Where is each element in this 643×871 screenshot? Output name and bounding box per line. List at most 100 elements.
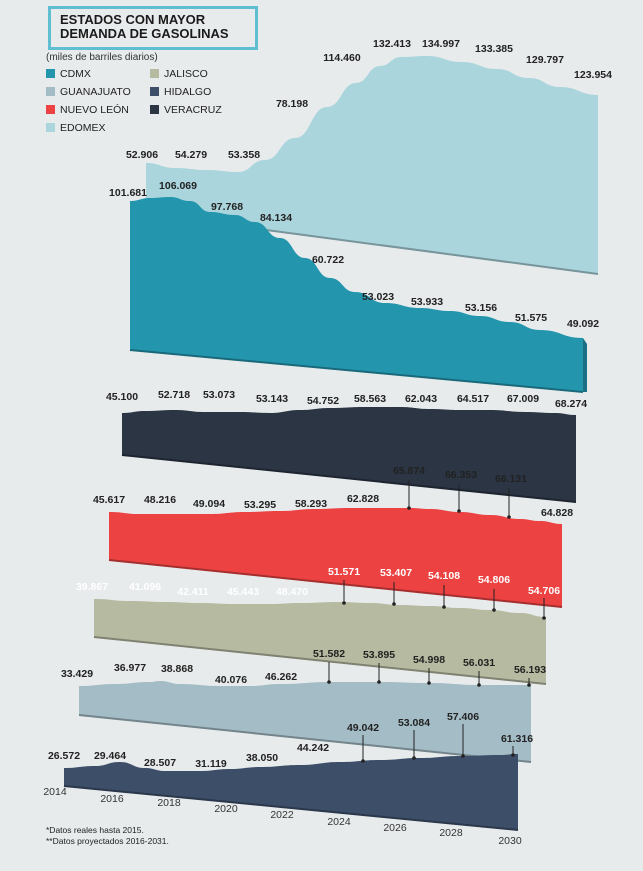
area-edge-guanajuato	[78, 714, 532, 763]
data-label: 53.295	[244, 499, 276, 511]
data-label: 49.042	[347, 722, 379, 734]
area-edge-nuevo-leon	[108, 559, 563, 608]
data-label: 53.933	[411, 296, 443, 308]
legend-item-veracruz: VERACRUZ	[150, 104, 222, 116]
series-guanajuato: 33.429 36.977 38.868 40.076 46.262 51.582 53.8…	[61, 648, 546, 763]
data-label: 106.069	[159, 180, 197, 192]
leader-dot	[377, 680, 381, 684]
legend-label: CDMX	[60, 68, 91, 80]
leader-dot	[442, 605, 446, 609]
leader-dot	[477, 683, 481, 687]
chart-title-line2: DEMANDA DE GASOLINAS	[60, 26, 229, 41]
data-label: 129.797	[526, 54, 564, 66]
legend-swatch	[150, 69, 159, 78]
data-label: 62.828	[347, 493, 379, 505]
data-label: 53.156	[465, 302, 497, 314]
x-tick-label: 2024	[327, 816, 351, 828]
footnote-real: *Datos reales hasta 2015.	[46, 825, 144, 835]
legend-item-hidalgo: HIDALGO	[150, 86, 211, 98]
data-label: 61.316	[501, 733, 533, 745]
data-label: 53.084	[398, 717, 430, 729]
leader-dot	[511, 753, 515, 757]
leader-dot	[461, 754, 465, 758]
legend-swatch	[46, 69, 55, 78]
data-label: 84.134	[260, 212, 292, 224]
data-label: 53.358	[228, 149, 260, 161]
x-tick-label: 2020	[214, 803, 238, 815]
legend-item-guanajuato: GUANAJUATO	[46, 86, 131, 98]
leader-dot	[392, 602, 396, 606]
area-veracruz	[122, 407, 576, 502]
legend-item-cdmx: CDMX	[46, 68, 91, 80]
leader-dot	[327, 680, 331, 684]
chart-subtitle: (miles de barriles diarios)	[46, 52, 158, 63]
data-label: 132.413	[373, 38, 411, 50]
legend-swatch	[46, 105, 55, 114]
data-label: 54.108	[428, 570, 460, 582]
area-hidalgo	[64, 754, 518, 830]
data-label: 58.293	[295, 498, 327, 510]
data-label: 49.092	[567, 318, 599, 330]
data-label: 53.073	[203, 389, 235, 401]
leader-dot	[361, 759, 365, 763]
area-cdmx	[130, 197, 583, 392]
data-label: 46.262	[265, 671, 297, 683]
data-label: 33.429	[61, 668, 93, 680]
data-label: 51.582	[313, 648, 345, 660]
data-label: 78.198	[276, 98, 308, 110]
chart-title-box: ESTADOS CON MAYOR DEMANDA DE GASOLINAS	[48, 6, 258, 50]
data-label: 53.143	[256, 393, 288, 405]
data-label: 66.131	[495, 473, 527, 485]
legend-label: EDOMEX	[60, 122, 106, 134]
leader-dot	[342, 601, 346, 605]
data-label: 31.119	[195, 758, 227, 770]
area-side-cdmx	[583, 338, 587, 392]
area-nuevo-leon	[109, 508, 562, 607]
x-tick-label: 2018	[157, 797, 181, 809]
series-veracruz: 45.100 52.718 53.073 53.143 54.752 58.563 62.0…	[106, 389, 587, 503]
legend-swatch	[150, 105, 159, 114]
leader-dot	[407, 506, 411, 510]
series-cdmx: 101.681 106.069 97.768 84.134 60.722 53.023 53…	[109, 180, 599, 393]
data-label: 40.076	[215, 674, 247, 686]
data-label: 133.385	[475, 43, 513, 55]
data-label: 67.009	[507, 393, 539, 405]
data-label: 54.752	[307, 395, 339, 407]
data-label: 57.406	[447, 711, 479, 723]
area-guanajuato	[79, 681, 531, 762]
leader-dot	[542, 616, 546, 620]
data-label: 41.096	[129, 581, 161, 593]
data-label: 45.617	[93, 494, 125, 506]
footnotes: *Datos reales hasta 2015. **Datos proyec…	[46, 825, 169, 847]
data-label: 28.507	[144, 757, 176, 769]
data-label: 134.997	[422, 38, 460, 50]
legend-item-jalisco: JALISCO	[150, 68, 208, 80]
data-label: 45.100	[106, 391, 138, 403]
x-axis: 2014 2016 2018 2020 2022 2024 2026 2028 2030	[43, 786, 522, 847]
area-edge-veracruz	[121, 454, 577, 503]
x-tick-label: 2028	[439, 827, 463, 839]
data-label: 26.572	[48, 750, 80, 762]
data-label: 48.216	[144, 494, 176, 506]
legend-item-edomex: EDOMEX	[46, 122, 106, 134]
data-label: 64.517	[457, 393, 489, 405]
data-label: 114.460	[323, 52, 361, 64]
data-label: 53.407	[380, 567, 412, 579]
area-edge-cdmx	[129, 349, 584, 393]
x-tick-label: 2026	[383, 822, 407, 834]
legend-swatch	[46, 87, 55, 96]
series-hidalgo: 26.572 29.464 28.507 31.119 38.050 44.242 49.0…	[48, 711, 533, 831]
legend-label: JALISCO	[164, 68, 208, 80]
data-label: 49.094	[193, 498, 225, 510]
data-label: 39.867	[76, 581, 108, 593]
area-jalisco	[94, 599, 546, 684]
leader-dot	[492, 608, 496, 612]
leader-dot	[527, 683, 531, 687]
data-label: 58.563	[354, 393, 386, 405]
data-label: 54.998	[413, 654, 445, 666]
data-label: 101.681	[109, 187, 147, 199]
data-label: 62.043	[405, 393, 437, 405]
data-label: 54.806	[478, 574, 510, 586]
